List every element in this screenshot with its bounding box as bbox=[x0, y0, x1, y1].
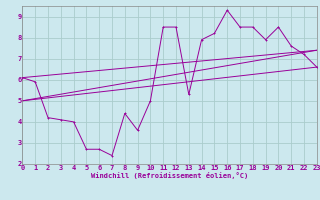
X-axis label: Windchill (Refroidissement éolien,°C): Windchill (Refroidissement éolien,°C) bbox=[91, 172, 248, 179]
